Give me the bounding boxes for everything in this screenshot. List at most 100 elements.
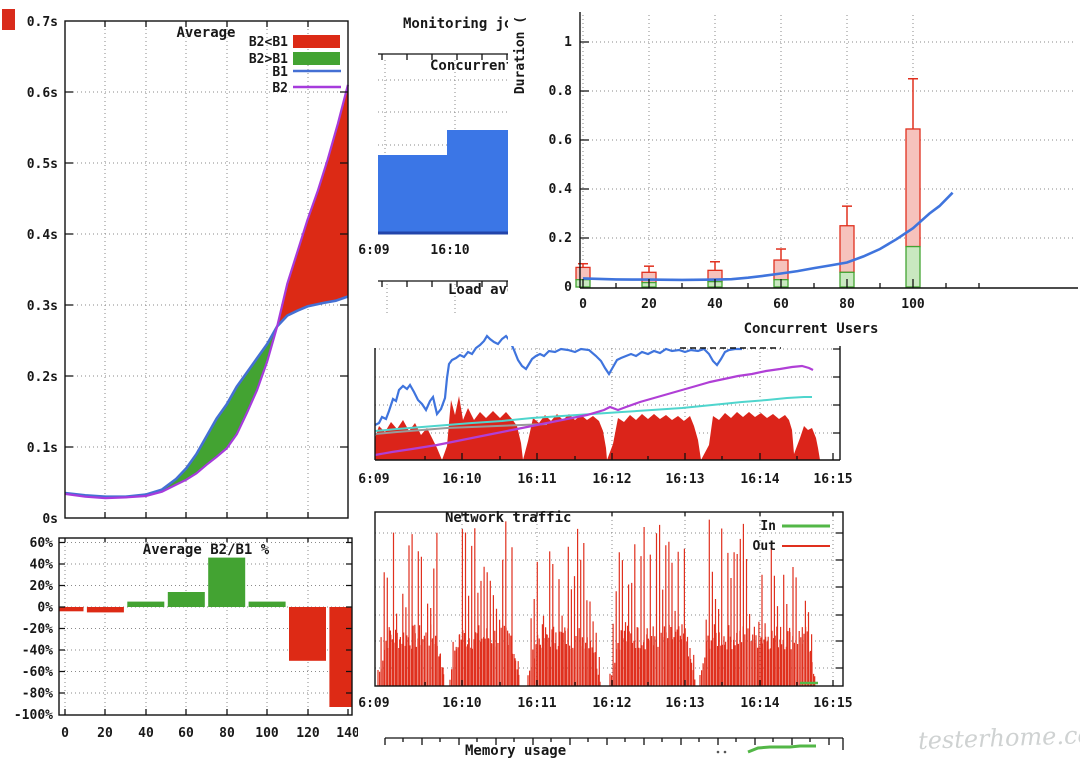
duration-gridlines [580,15,1076,288]
b1-line [64,295,349,499]
y-tick-label: 0.1s [27,441,58,456]
monitoring-gridlines [378,60,515,233]
x-tick-label: 16:11 [517,696,556,711]
x-tick-label: 16:12 [592,472,631,487]
x-tick-label: 16:09 [352,472,390,487]
x-tick-label: 20 [641,297,657,312]
x-tick-label: 16:15 [813,472,852,487]
y-tick-label: 0 [564,280,572,295]
load-average-gridlines [375,348,840,460]
y-tick-label: 0.2 [549,231,572,246]
y-tick-label: 20% [30,579,54,594]
y-tick-label: 0.8 [549,84,573,99]
region-b1-greater [162,326,278,492]
x-tick-label: 16:15 [813,696,852,711]
x-tick-label: 80 [219,726,235,741]
average-axis-ticks [65,21,348,518]
network-out-spikes [377,519,816,686]
duration-axes [579,12,1078,289]
x-tick-label: 60 [773,297,789,312]
ratio-y-labels: 60% 40% 20% 0% -20% -40% -60% -80% -100% [14,536,53,723]
load-average-header-ticks [378,280,515,287]
network-axis-ticks [424,512,843,686]
y-tick-label: 0% [37,601,53,616]
average-ratio-chart: Average B2/B1 % 60% 40% 20% 0% -20% -40%… [0,530,358,774]
b2-line [64,84,349,500]
y-tick-label: -60% [22,665,53,680]
x-tick-label: 16:14 [740,696,779,711]
y-tick-label: 0.4 [549,182,573,197]
y-tick-label: -40% [22,644,53,659]
ratio-title: Average B2/B1 % [143,542,270,558]
y-tick-label: 40% [30,558,54,573]
memory-usage-title: Memory usage [465,743,566,759]
load-average-cyan-line [374,396,812,432]
x-tick-label: 0 [579,297,587,312]
duration-y-axis-label: Duration ( [513,16,528,94]
ratio-axis-ticks [59,538,352,715]
duration-avg-line [582,191,954,282]
red-corner-mark [2,9,15,30]
y-tick-label: 0s [42,512,58,527]
x-tick-label: 16:12 [592,696,631,711]
average-title: Average [176,25,235,41]
load-average-cpu-area [375,396,820,460]
ratio-x-labels: 0 20 40 60 80 100 120 140 [61,726,358,741]
y-tick-label: -100% [14,708,53,723]
x-tick-label: 40 [707,297,723,312]
y-tick-label: 0.2s [27,370,58,385]
duration-axis-ticks [580,41,980,288]
x-tick-label: 16:13 [665,696,704,711]
y-tick-label: -20% [22,622,53,637]
monitoring-jobs-chart: Monitoring jobs Concurrent users 16:09 1… [352,0,515,268]
memory-grid-dot [716,750,720,754]
load-average-blue-line [374,334,742,426]
x-tick-label: 100 [255,726,279,741]
x-tick-label: 16:10 [430,243,469,258]
x-tick-label: 16:09 [352,696,390,711]
x-tick-label: 16:13 [665,472,704,487]
x-tick-label: 100 [901,297,925,312]
concurrent-users-subtitle: Concurrent users [430,58,515,74]
average-y-labels: 0.7s 0.6s 0.5s 0.4s 0.3s 0.2s 0.1s 0s [27,15,58,527]
duration-x-axis-label: Concurrent Users [744,321,879,337]
monitoring-header-ticks [378,53,515,60]
legend-swatch-red-box [293,35,340,48]
x-tick-label: 40 [138,726,154,741]
x-tick-label: 80 [839,297,855,312]
legend-label: B1 [272,65,288,80]
ratio-bars [59,557,352,707]
concurrent-users-area [378,130,515,233]
x-tick-label: 16:11 [517,472,556,487]
x-tick-label: 16:10 [442,472,481,487]
average-legend: B2<B1 B2>B1 B1 B2 [249,35,341,96]
load-average-magenta-line [374,364,814,457]
y-tick-label: 0.5s [27,157,58,172]
y-tick-label: 0.4s [27,228,58,243]
y-tick-label: 60% [30,536,54,551]
average-frame [64,20,349,519]
network-traffic-title: Network traffic [445,510,571,526]
y-tick-label: 0.6s [27,86,58,101]
load-average-axis-ticks [424,348,840,460]
load-average-frame [374,346,841,461]
memory-green-line [747,744,816,754]
x-tick-label: 120 [296,726,320,741]
x-tick-label: 16:10 [442,696,481,711]
y-tick-label: 0.3s [27,299,58,314]
duration-candles [575,78,921,288]
x-tick-label: 140 [336,726,358,741]
x-tick-label: 16:09 [352,243,390,258]
memory-grid-dot [723,750,727,754]
monitoring-jobs-title: Monitoring jobs [403,16,515,32]
x-tick-label: 60 [178,726,194,741]
y-tick-label: 0.6 [549,133,573,148]
legend-label: B2<B1 [249,35,288,50]
x-tick-label: 20 [97,726,113,741]
average-chart: Average B2<B1 B2>B1 B1 B2 0.7s 0.6s 0.5s… [0,0,358,530]
legend-label-in: In [760,519,776,534]
duration-chart: Duration ( 1 0.8 0.6 0.4 0.2 0 0 20 40 6… [508,0,1080,346]
legend-swatch-green-box [293,52,340,65]
y-tick-label: -80% [22,687,53,702]
